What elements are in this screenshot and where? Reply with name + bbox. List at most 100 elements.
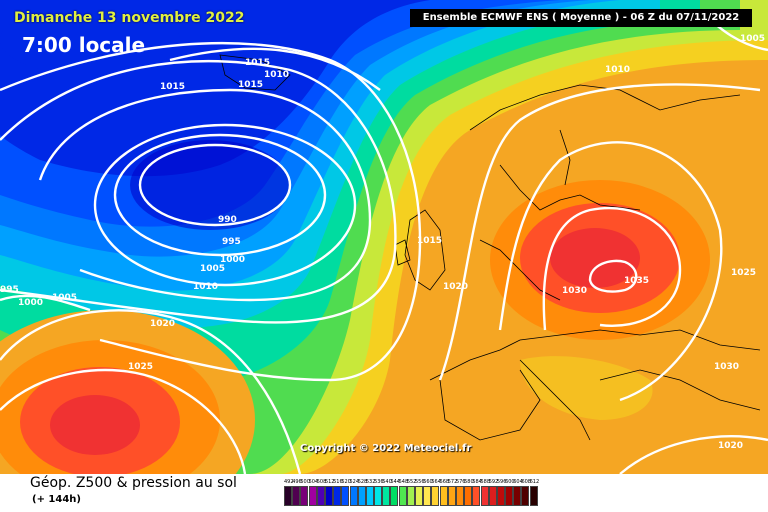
scale-color-box xyxy=(357,486,366,506)
scale-swatch: 520 xyxy=(341,478,351,506)
scale-color-box xyxy=(349,486,358,506)
scale-color-box xyxy=(398,486,407,506)
isobar-label-1000-west: 1000 xyxy=(18,298,44,308)
scale-swatch: 516 xyxy=(333,478,343,506)
scale-value: 548 xyxy=(398,479,409,485)
scale-swatch: 576 xyxy=(455,478,466,506)
scale-value: 540 xyxy=(382,479,392,485)
scale-value: 492 xyxy=(284,479,294,485)
scale-color-box xyxy=(292,486,301,506)
scale-swatch: 500 xyxy=(300,478,310,506)
isobar-label-1015-greenland: 1015 xyxy=(160,82,186,92)
isobar-label-1005-ne: 1005 xyxy=(740,34,766,44)
scale-color-box xyxy=(472,486,481,506)
scale-swatch: 588 xyxy=(480,478,491,506)
isobar-label-1030: 1030 xyxy=(562,286,588,296)
scale-swatch: 584 xyxy=(472,478,482,506)
isobar-label-1010: 1010 xyxy=(193,282,219,292)
isobar-label-1005-west: 1005 xyxy=(52,293,78,303)
scale-swatch: 612 xyxy=(529,478,539,506)
copyright: Copyright © 2022 Meteociel.fr xyxy=(300,443,472,454)
scale-swatch: 536 xyxy=(374,478,384,506)
isobar-label-1035: 1035 xyxy=(624,276,650,286)
scale-swatch: 608 xyxy=(521,478,531,506)
scale-swatch: 496 xyxy=(292,478,302,506)
scale-color-box xyxy=(382,486,391,506)
scale-value: 532 xyxy=(365,479,376,485)
scale-color-box xyxy=(341,486,350,506)
scale-color-box xyxy=(521,486,530,506)
scale-color-box xyxy=(374,486,383,506)
scale-value: 508 xyxy=(316,479,327,485)
scale-color-box xyxy=(480,486,489,506)
scale-color-box xyxy=(390,486,399,506)
scale-value: 516 xyxy=(333,479,343,485)
scale-swatch: 548 xyxy=(398,478,409,506)
isobar-label-1030-east: 1030 xyxy=(714,362,740,372)
scale-value: 524 xyxy=(349,479,360,485)
scale-swatch: 556 xyxy=(415,478,425,506)
isobar-label-1025-atlantic: 1025 xyxy=(128,362,154,372)
scale-value: 604 xyxy=(513,479,523,485)
scale-swatch: 604 xyxy=(513,478,523,506)
scale-swatch: 560 xyxy=(423,478,433,506)
scale-value: 496 xyxy=(292,479,302,485)
model-header: Ensemble ECMWF ENS ( Moyenne ) - 06 Z du… xyxy=(410,9,752,27)
scale-value: 528 xyxy=(357,479,368,485)
scale-color-box xyxy=(365,486,374,506)
scale-color-box xyxy=(423,486,432,506)
scale-swatch: 508 xyxy=(316,478,327,506)
scale-color-box xyxy=(439,486,448,506)
isobar-label-990: 990 xyxy=(218,215,237,225)
color-scale-legend: 492 496 500 504 508 512 516 520 524 528 532 536 540 5… xyxy=(284,478,539,506)
scale-color-box xyxy=(333,486,342,506)
scale-swatch: 512 xyxy=(324,478,334,506)
forecast-date: Dimanche 13 novembre 2022 xyxy=(14,10,245,26)
isobar-label-1010-norway: 1010 xyxy=(605,65,631,75)
isobar-label-1020-atlantic: 1020 xyxy=(150,319,176,329)
scale-color-box xyxy=(496,486,505,506)
scale-color-box xyxy=(324,486,333,506)
scale-color-box xyxy=(300,486,309,506)
field-name: Géop. Z500 & pression au sol xyxy=(30,475,237,491)
scale-swatch: 564 xyxy=(431,478,441,506)
scale-color-box xyxy=(316,486,325,506)
scale-swatch: 572 xyxy=(447,478,458,506)
isobar-label-1010-iceland: 1010 xyxy=(264,70,290,80)
isobar-label-995: 995 xyxy=(222,237,241,247)
scale-swatch: 540 xyxy=(382,478,392,506)
forecast-time: 7:00 locale xyxy=(22,33,146,57)
scale-color-box xyxy=(447,486,456,506)
scale-value: 536 xyxy=(374,479,384,485)
scale-value: 572 xyxy=(447,479,458,485)
scale-swatch: 504 xyxy=(308,478,319,506)
scale-color-box xyxy=(415,486,423,506)
scale-value: 588 xyxy=(480,479,491,485)
scale-value: 552 xyxy=(406,479,417,485)
scale-swatch: 600 xyxy=(505,478,515,506)
scale-swatch: 492 xyxy=(284,478,294,506)
scale-swatch: 544 xyxy=(390,478,400,506)
isobar-label-1000: 1000 xyxy=(220,255,246,265)
scale-swatch: 592 xyxy=(488,478,499,506)
isobar-label-1020-se: 1020 xyxy=(718,441,744,451)
scale-swatch: 524 xyxy=(349,478,360,506)
scale-color-box xyxy=(406,486,415,506)
scale-swatch: 532 xyxy=(365,478,376,506)
scale-value: 560 xyxy=(423,479,433,485)
scale-value: 580 xyxy=(464,479,474,485)
scale-value: 568 xyxy=(439,479,450,485)
scale-value: 556 xyxy=(415,479,425,485)
scale-swatch: 568 xyxy=(439,478,450,506)
scale-value: 564 xyxy=(431,479,441,485)
scale-value: 592 xyxy=(488,479,499,485)
scale-color-box xyxy=(464,486,473,506)
scale-value: 608 xyxy=(521,479,531,485)
scale-swatch: 580 xyxy=(464,478,474,506)
isobar-label-1015-iceland-b: 1015 xyxy=(238,80,264,90)
scale-color-box xyxy=(308,486,317,506)
scale-color-box xyxy=(488,486,497,506)
isobar-label-1015-iceland: 1015 xyxy=(245,58,271,68)
scale-value: 504 xyxy=(308,479,319,485)
scale-value: 576 xyxy=(455,479,466,485)
